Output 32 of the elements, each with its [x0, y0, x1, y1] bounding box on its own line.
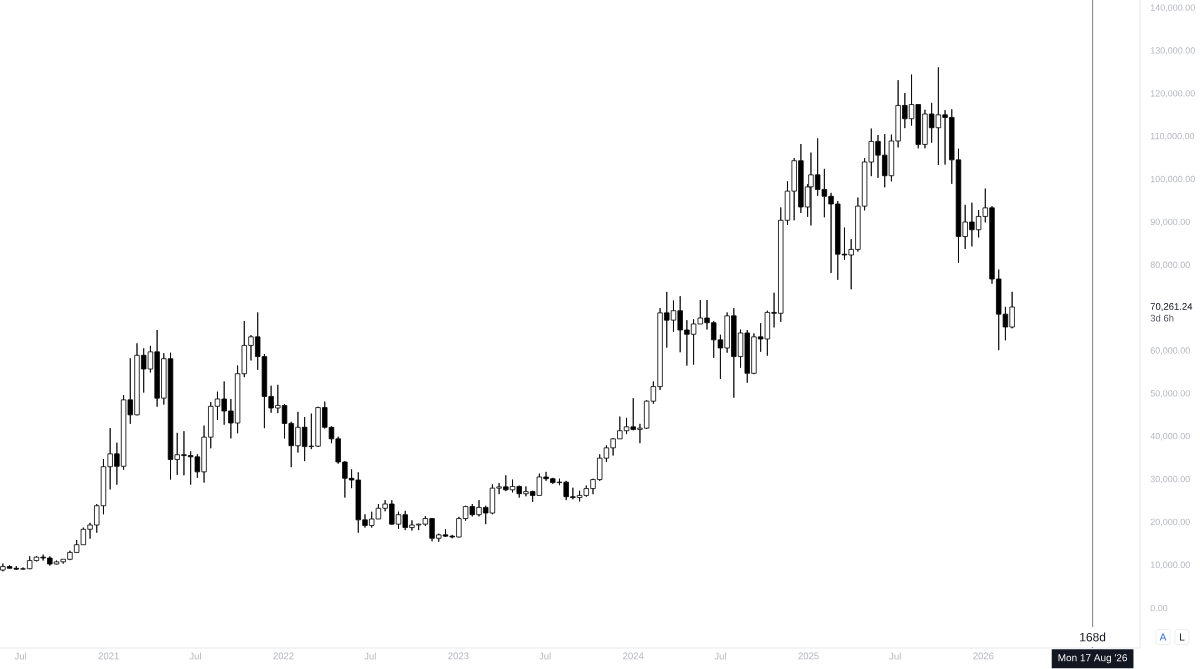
y-tick-label: 140,000.00 — [1150, 4, 1195, 12]
y-tick-label: 40,000.00 — [1150, 433, 1190, 441]
x-tick-label: 2024 — [623, 652, 644, 660]
annotation: 168d — [1080, 632, 1106, 642]
x-tick-label: 2026 — [973, 652, 994, 660]
y-tick-label: 90,000.00 — [1150, 218, 1190, 227]
x-tick-label: Jul — [364, 652, 376, 660]
text: L — [1180, 633, 1185, 641]
text: 70,261.24 — [1150, 303, 1193, 311]
x-tick-label: Jul — [189, 652, 201, 660]
x-tick-label: 2025 — [798, 652, 819, 660]
text: 3d 6h — [1150, 314, 1174, 322]
y-tick-label: 100,000.00 — [1150, 175, 1195, 184]
x-tick-label: 2022 — [273, 652, 294, 660]
x-tick-label: Jul — [889, 652, 901, 660]
y-tick-label: 20,000.00 — [1150, 518, 1190, 527]
x-tick-label: 2021 — [98, 652, 119, 660]
ref-line-label: Mon 17 Aug '26 — [1058, 654, 1128, 664]
y-tick-label: 80,000.00 — [1150, 261, 1190, 269]
y-tick-label: 120,000.00 — [1150, 90, 1195, 98]
x-tick-label: Jul — [14, 652, 27, 660]
text: A — [1159, 633, 1167, 641]
x-tick-label: 2023 — [448, 652, 469, 660]
x-tick-label: Jul — [539, 652, 551, 660]
y-tick-label: 130,000.00 — [1150, 47, 1195, 55]
y-tick-label: 50,000.00 — [1150, 390, 1190, 398]
y-tick-label: 110,000.00 — [1150, 132, 1195, 141]
y-tick-label: 10,000.00 — [1150, 561, 1190, 570]
y-tick-label: 0.00 — [1150, 604, 1168, 612]
x-tick-label: Jul — [714, 652, 726, 660]
y-tick-label: 60,000.00 — [1150, 347, 1190, 355]
y-tick-label: 30,000.00 — [1150, 475, 1190, 484]
